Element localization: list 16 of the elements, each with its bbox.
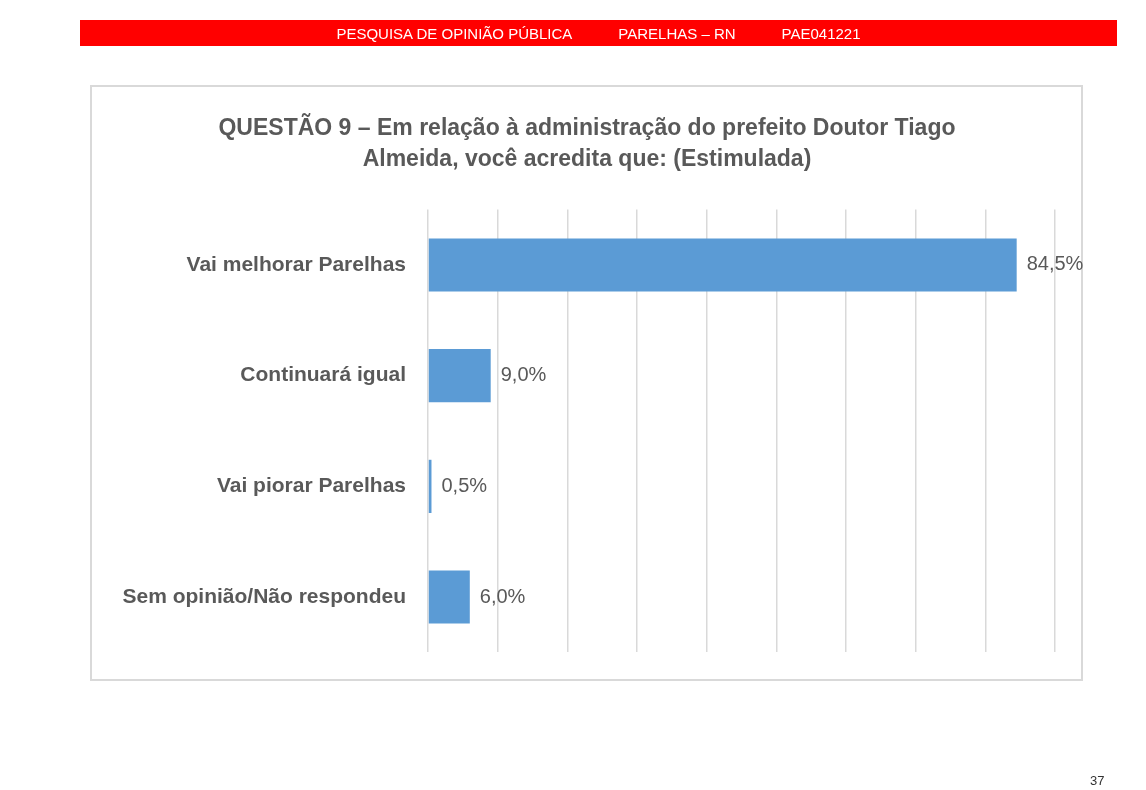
y-tick-label: Continuará igual [240, 362, 406, 386]
data-label: 9,0% [500, 363, 547, 386]
bar [428, 570, 470, 624]
text: PAE041221 [781, 24, 861, 42]
data-label: 84,5% [1026, 252, 1084, 275]
text: PESQUISA DE OPINIÃO PÚBLICA [336, 24, 573, 42]
bar [428, 349, 491, 403]
y-tick-label: Sem opinião/Não respondeu [122, 583, 406, 607]
bar [428, 238, 1017, 292]
text: PARELHAS – RN [618, 24, 736, 42]
y-tick-label: Vai piorar Parelhas [216, 473, 406, 497]
data-label: 6,0% [479, 584, 526, 607]
text: 37 [1090, 773, 1105, 788]
y-tick-label: Vai melhorar Parelhas [186, 251, 406, 275]
data-label: 0,5% [441, 473, 488, 496]
chart-title: QUESTÃO 9 – Em relação à administração do prefeito Doutor Tiago Almeida, você acredita que: (Estimulada) [217, 112, 957, 173]
